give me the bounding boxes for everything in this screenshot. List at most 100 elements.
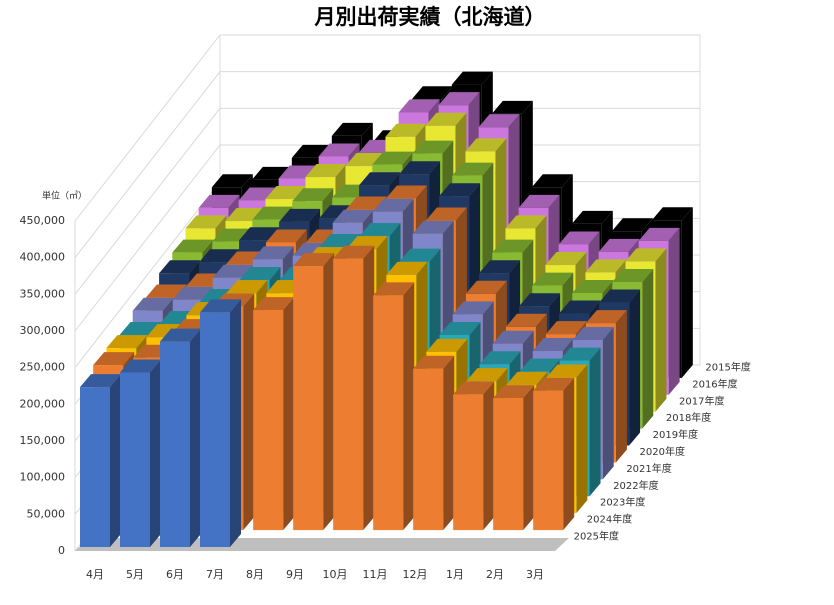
y-tick-label: 100,000: [20, 471, 66, 484]
bar-side: [642, 268, 654, 429]
x-tick-label: 10月: [323, 568, 348, 581]
legend-label: 2018年度: [666, 411, 711, 424]
legend-label: 2016年度: [692, 377, 737, 390]
x-tick-label: 2月: [486, 568, 504, 581]
bar-top: [466, 368, 508, 382]
bar-top: [252, 246, 294, 260]
bar-top: [532, 272, 574, 286]
y-tick-label: 0: [58, 544, 65, 557]
bar-side: [403, 282, 415, 531]
bar-top: [545, 252, 587, 266]
bar-top: [545, 321, 587, 335]
bar-top: [265, 186, 307, 200]
x-tick-label: 8月: [246, 568, 264, 581]
y-tick-label: 400,000: [20, 251, 66, 264]
bar-top: [212, 264, 254, 278]
bar-top: [426, 338, 468, 352]
x-tick-label: 12月: [403, 568, 428, 581]
bar-top: [559, 300, 601, 314]
bar-top: [465, 280, 507, 294]
x-tick-label: 1月: [446, 568, 464, 581]
y-axis-label: 単位（㎥）: [42, 190, 87, 202]
bar-side: [150, 359, 161, 547]
y-tick-label: 250,000: [20, 361, 66, 374]
bar-top: [611, 218, 653, 232]
bar-top: [172, 286, 214, 300]
bar-top: [453, 381, 495, 395]
bar-top: [398, 99, 440, 113]
y-tick-label: 450,000: [20, 214, 66, 227]
legend-label: 2015年度: [705, 360, 750, 373]
bar-top: [345, 196, 387, 210]
bar-top: [479, 351, 521, 365]
bar-top: [585, 310, 627, 324]
bar-side: [602, 327, 614, 480]
bar-side: [323, 253, 335, 531]
bar-top: [572, 327, 614, 341]
grid-line: [74, 144, 700, 332]
bar: [333, 258, 364, 531]
bar-side: [243, 293, 255, 531]
bar: [80, 387, 110, 547]
bar-top: [198, 194, 240, 208]
bar-top: [651, 207, 693, 221]
bar: [413, 368, 444, 531]
bar-top: [372, 151, 414, 165]
legend-label: 2020年度: [640, 445, 685, 458]
bar-top: [531, 174, 573, 188]
legend-label: 2019年度: [653, 428, 698, 441]
x-tick-label: 9月: [286, 568, 304, 581]
bar-top: [598, 238, 640, 252]
bar-top: [412, 140, 454, 154]
bar-side: [483, 381, 495, 531]
bar-top: [200, 299, 241, 313]
bar-top: [226, 280, 268, 294]
x-tick-label: 4月: [86, 568, 104, 581]
bar-side: [283, 297, 295, 531]
bar-side: [655, 248, 667, 412]
bar-top: [199, 249, 241, 263]
bar-top: [452, 301, 494, 315]
bar-top: [439, 321, 481, 335]
bar: [533, 390, 564, 531]
bar-top: [479, 260, 521, 274]
y-tick-label: 350,000: [20, 287, 66, 300]
y-tick-label: 300,000: [20, 324, 66, 337]
bar: [293, 266, 324, 531]
bar-side: [629, 289, 641, 446]
bar-top: [625, 248, 667, 262]
bar-top: [386, 261, 428, 275]
bar-top: [279, 208, 321, 222]
bar-top: [585, 259, 627, 273]
y-tick-label: 150,000: [20, 434, 66, 447]
bar: [160, 341, 190, 547]
bar-top: [331, 122, 373, 136]
bar-top: [465, 138, 507, 152]
bar-top: [292, 188, 334, 202]
x-tick-label: 7月: [206, 568, 224, 581]
y-tick-label: 200,000: [20, 397, 66, 410]
bar-top: [413, 355, 455, 369]
bar-side: [589, 347, 601, 497]
bar-top: [492, 239, 534, 253]
legend-label: 2023年度: [600, 496, 645, 509]
bar: [120, 372, 150, 547]
bar-top: [172, 239, 214, 253]
x-tick-label: 3月: [526, 568, 544, 581]
bar-side: [443, 355, 455, 531]
bar-top: [559, 347, 601, 361]
bar-top: [159, 260, 201, 274]
bar-top: [451, 71, 493, 85]
y-tick-label: 50,000: [27, 507, 66, 520]
bar-top: [505, 313, 547, 327]
bar-side: [615, 310, 627, 463]
bar-top: [385, 123, 427, 137]
bar-top: [106, 335, 148, 349]
bar-top: [438, 92, 480, 106]
bar-top: [425, 112, 467, 126]
bar-top: [492, 330, 534, 344]
bar-top: [239, 227, 281, 241]
legend-label: 2024年度: [587, 513, 632, 526]
bar-top: [452, 162, 494, 176]
